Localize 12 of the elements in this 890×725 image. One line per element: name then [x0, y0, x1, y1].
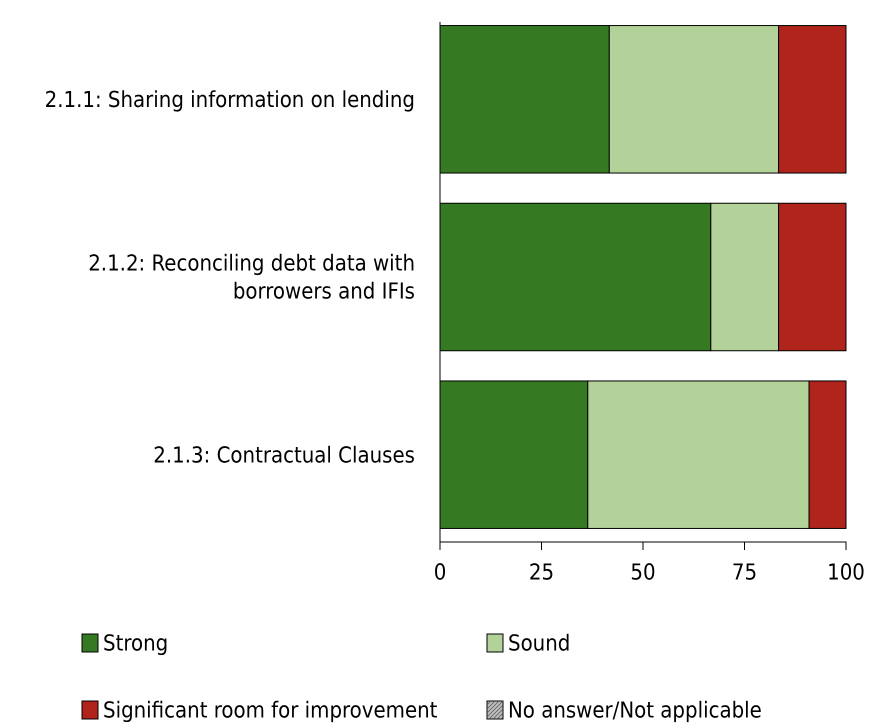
y-tick-label: 2.1.2: Reconciling debt data with borrowers and IFIs — [88, 252, 415, 305]
x-tick-label: 50 — [630, 560, 656, 586]
x-tick-label: 100 — [827, 560, 865, 586]
x-tick-label: 75 — [732, 560, 758, 586]
y-tick-label: 2.1.3: Contractual Clauses — [153, 443, 415, 468]
legend-label: No answer/Not applicable — [508, 698, 762, 724]
x-tick-label: 0 — [434, 560, 446, 586]
y-tick-label: 2.1.1: Sharing information on lending — [44, 88, 415, 113]
x-tick-label: 25 — [528, 560, 554, 586]
legend-label: Strong — [103, 632, 168, 657]
legend-label: Significant room for improvement — [103, 698, 438, 724]
legend-label: Sound — [508, 632, 570, 657]
